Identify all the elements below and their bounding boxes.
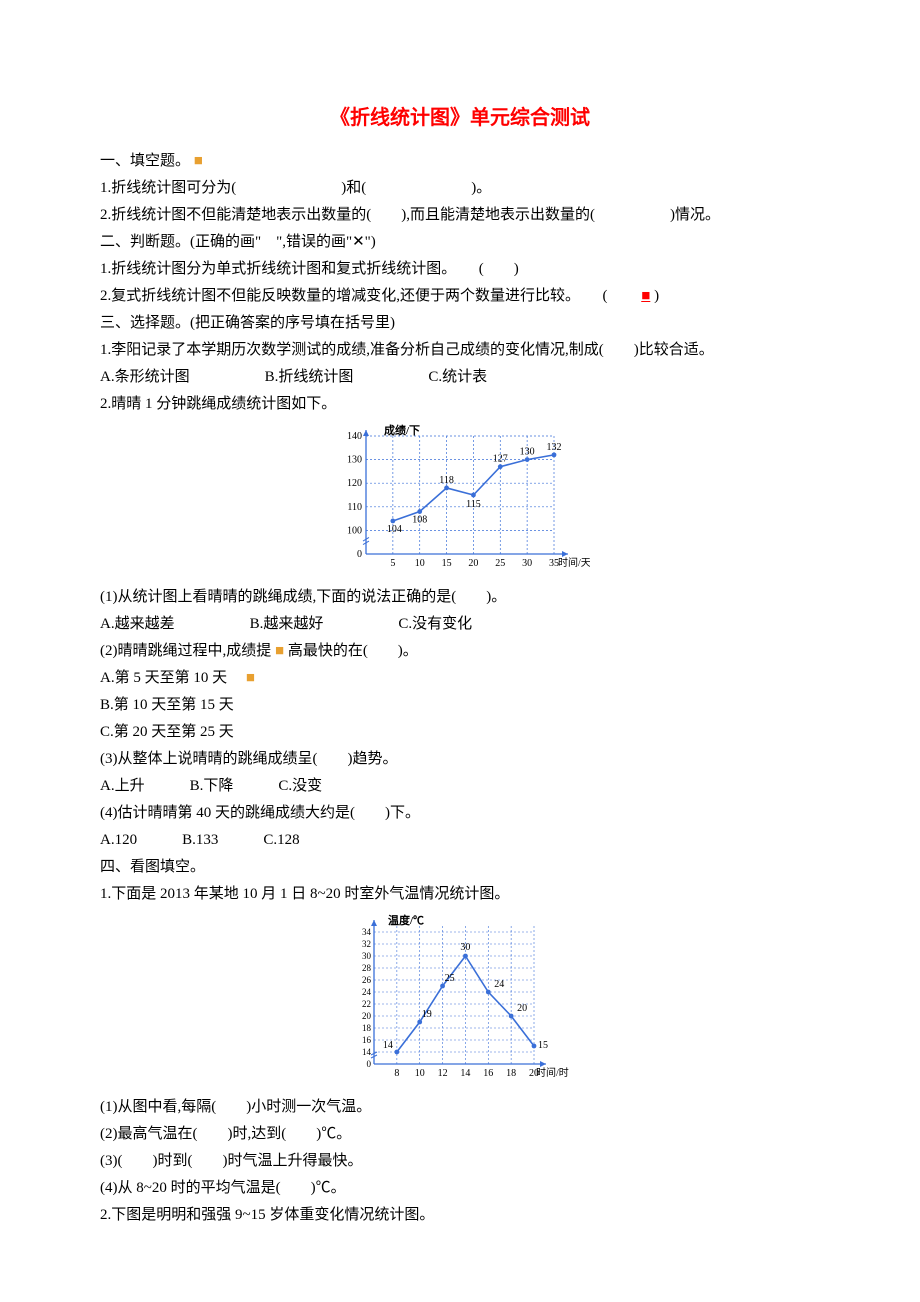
chart-1-wrap: 01001101201301405101520253035成绩/下时间/天104… xyxy=(100,422,820,582)
svg-text:温度/℃: 温度/℃ xyxy=(388,913,424,927)
svg-text:130: 130 xyxy=(347,455,362,466)
s3-q2: 2.晴晴 1 分钟跳绳成绩统计图如下。 xyxy=(100,391,820,418)
decor-dot: ■ xyxy=(275,643,284,659)
s3-sq3: (3)从整体上说晴晴的跳绳成绩呈( )趋势。 xyxy=(100,746,820,773)
svg-text:108: 108 xyxy=(412,515,427,526)
s3-sq4: (4)估计晴晴第 40 天的跳绳成绩大约是( )下。 xyxy=(100,800,820,827)
svg-text:19: 19 xyxy=(422,1009,432,1020)
svg-text:26: 26 xyxy=(362,975,372,985)
svg-text:20: 20 xyxy=(468,558,478,569)
s3-q1: 1.李阳记录了本学期历次数学测试的成绩,准备分析自己成绩的变化情况,制成( )比… xyxy=(100,337,820,364)
svg-text:25: 25 xyxy=(495,558,505,569)
svg-text:104: 104 xyxy=(387,524,402,535)
text: 一、填空题。 xyxy=(100,153,190,169)
s1-q1: 1.折线统计图可分为( )和( )。 xyxy=(100,175,820,202)
s3-sq2-B: B.第 10 天至第 15 天 xyxy=(100,692,820,719)
decor-mark: ■ xyxy=(641,288,650,304)
s3-sq2-C: C.第 20 天至第 25 天 xyxy=(100,719,820,746)
jump-rope-chart: 01001101201301405101520253035成绩/下时间/天104… xyxy=(330,422,590,572)
s2-q2: 2.复式折线统计图不但能反映数量的增减变化,还便于两个数量进行比较。 ( ■ ) xyxy=(100,283,820,310)
svg-text:22: 22 xyxy=(362,999,371,1009)
svg-text:118: 118 xyxy=(439,475,454,486)
svg-text:30: 30 xyxy=(522,558,532,569)
text: A.第 5 天至第 10 天 xyxy=(100,670,242,686)
s4-sq1: (1)从图中看,每隔( )小时测一次气温。 xyxy=(100,1094,820,1121)
section-3-head: 三、选择题。(把正确答案的序号填在括号里) xyxy=(100,310,820,337)
svg-text:28: 28 xyxy=(362,963,372,973)
svg-text:20: 20 xyxy=(517,1003,527,1014)
svg-text:0: 0 xyxy=(367,1059,372,1069)
decor-dot: ■ xyxy=(194,153,203,169)
svg-text:16: 16 xyxy=(362,1035,372,1045)
s4-sq3: (3)( )时到( )时气温上升得最快。 xyxy=(100,1148,820,1175)
svg-text:14: 14 xyxy=(383,1040,393,1051)
decor-dot: ■ xyxy=(246,670,255,686)
svg-text:24: 24 xyxy=(494,979,504,990)
s3-q1-opts: A.条形统计图 B.折线统计图 C.统计表 xyxy=(100,364,820,391)
svg-text:110: 110 xyxy=(347,502,362,513)
svg-text:140: 140 xyxy=(347,431,362,442)
svg-text:25: 25 xyxy=(445,973,455,984)
svg-text:15: 15 xyxy=(538,1040,548,1051)
svg-text:成绩/下: 成绩/下 xyxy=(384,423,420,437)
s3-sq3-opts: A.上升 B.下降 C.没变 xyxy=(100,773,820,800)
chart-2-wrap: 0 14 16 18 20 22 24 26 28 30 32 34 8 10 12 14 16 18 20 温度/℃… xyxy=(100,912,820,1092)
s3-sq2: (2)晴晴跳绳过程中,成绩提 ■ 高最快的在( )。 xyxy=(100,638,820,665)
svg-text:115: 115 xyxy=(466,499,481,510)
text: ) xyxy=(654,288,659,304)
svg-text:时间/时: 时间/时 xyxy=(536,1066,569,1079)
s3-sq1: (1)从统计图上看晴晴的跳绳成绩,下面的说法正确的是( )。 xyxy=(100,584,820,611)
s4-q2: 2.下图是明明和强强 9~15 岁体重变化情况统计图。 xyxy=(100,1202,820,1229)
text: 2.复式折线统计图不但能反映数量的增减变化,还便于两个数量进行比较。 ( xyxy=(100,288,638,304)
svg-text:18: 18 xyxy=(362,1023,372,1033)
s3-sq4-opts: A.120 B.133 C.128 xyxy=(100,827,820,854)
s3-sq1-opts: A.越来越差 B.越来越好 C.没有变化 xyxy=(100,611,820,638)
svg-text:10: 10 xyxy=(415,558,425,569)
section-2-head: 二、判断题。(正确的画" ",错误的画"✕") xyxy=(100,229,820,256)
svg-text:16: 16 xyxy=(483,1068,493,1079)
svg-text:130: 130 xyxy=(520,447,535,458)
svg-text:120: 120 xyxy=(347,478,362,489)
section-4-head: 四、看图填空。 xyxy=(100,854,820,881)
svg-text:14: 14 xyxy=(460,1068,470,1079)
svg-text:100: 100 xyxy=(347,525,362,536)
svg-text:30: 30 xyxy=(362,951,372,961)
s3-sq2-A: A.第 5 天至第 10 天 ■ xyxy=(100,665,820,692)
svg-text:24: 24 xyxy=(362,987,372,997)
svg-text:12: 12 xyxy=(438,1068,448,1079)
svg-text:32: 32 xyxy=(362,939,371,949)
svg-text:8: 8 xyxy=(394,1068,399,1079)
text: (2)晴晴跳绳过程中,成绩提 xyxy=(100,643,271,659)
s4-sq4: (4)从 8~20 时的平均气温是( )℃。 xyxy=(100,1175,820,1202)
svg-text:15: 15 xyxy=(442,558,452,569)
section-1-head: 一、填空题。 ■ xyxy=(100,148,820,175)
svg-text:127: 127 xyxy=(493,454,508,465)
svg-text:30: 30 xyxy=(460,942,470,953)
text: 高最快的在( )。 xyxy=(288,643,418,659)
svg-text:14: 14 xyxy=(362,1047,372,1057)
s1-q2: 2.折线统计图不但能清楚地表示出数量的( ),而且能清楚地表示出数量的( )情况… xyxy=(100,202,820,229)
s4-q1: 1.下面是 2013 年某地 10 月 1 日 8~20 时室外气温情况统计图。 xyxy=(100,881,820,908)
svg-text:时间/天: 时间/天 xyxy=(558,556,590,569)
page-title: 《折线统计图》单元综合测试 xyxy=(100,100,820,136)
s2-q1: 1.折线统计图分为单式折线统计图和复式折线统计图。 ( ) xyxy=(100,256,820,283)
temperature-chart: 0 14 16 18 20 22 24 26 28 30 32 34 8 10 12 14 16 18 20 温度/℃… xyxy=(340,912,580,1082)
svg-text:10: 10 xyxy=(415,1068,425,1079)
svg-text:18: 18 xyxy=(506,1068,516,1079)
svg-text:5: 5 xyxy=(390,558,395,569)
svg-text:132: 132 xyxy=(547,442,562,453)
svg-text:34: 34 xyxy=(362,927,372,937)
svg-text:0: 0 xyxy=(357,549,362,560)
svg-text:20: 20 xyxy=(362,1011,372,1021)
s4-sq2: (2)最高气温在( )时,达到( )℃。 xyxy=(100,1121,820,1148)
